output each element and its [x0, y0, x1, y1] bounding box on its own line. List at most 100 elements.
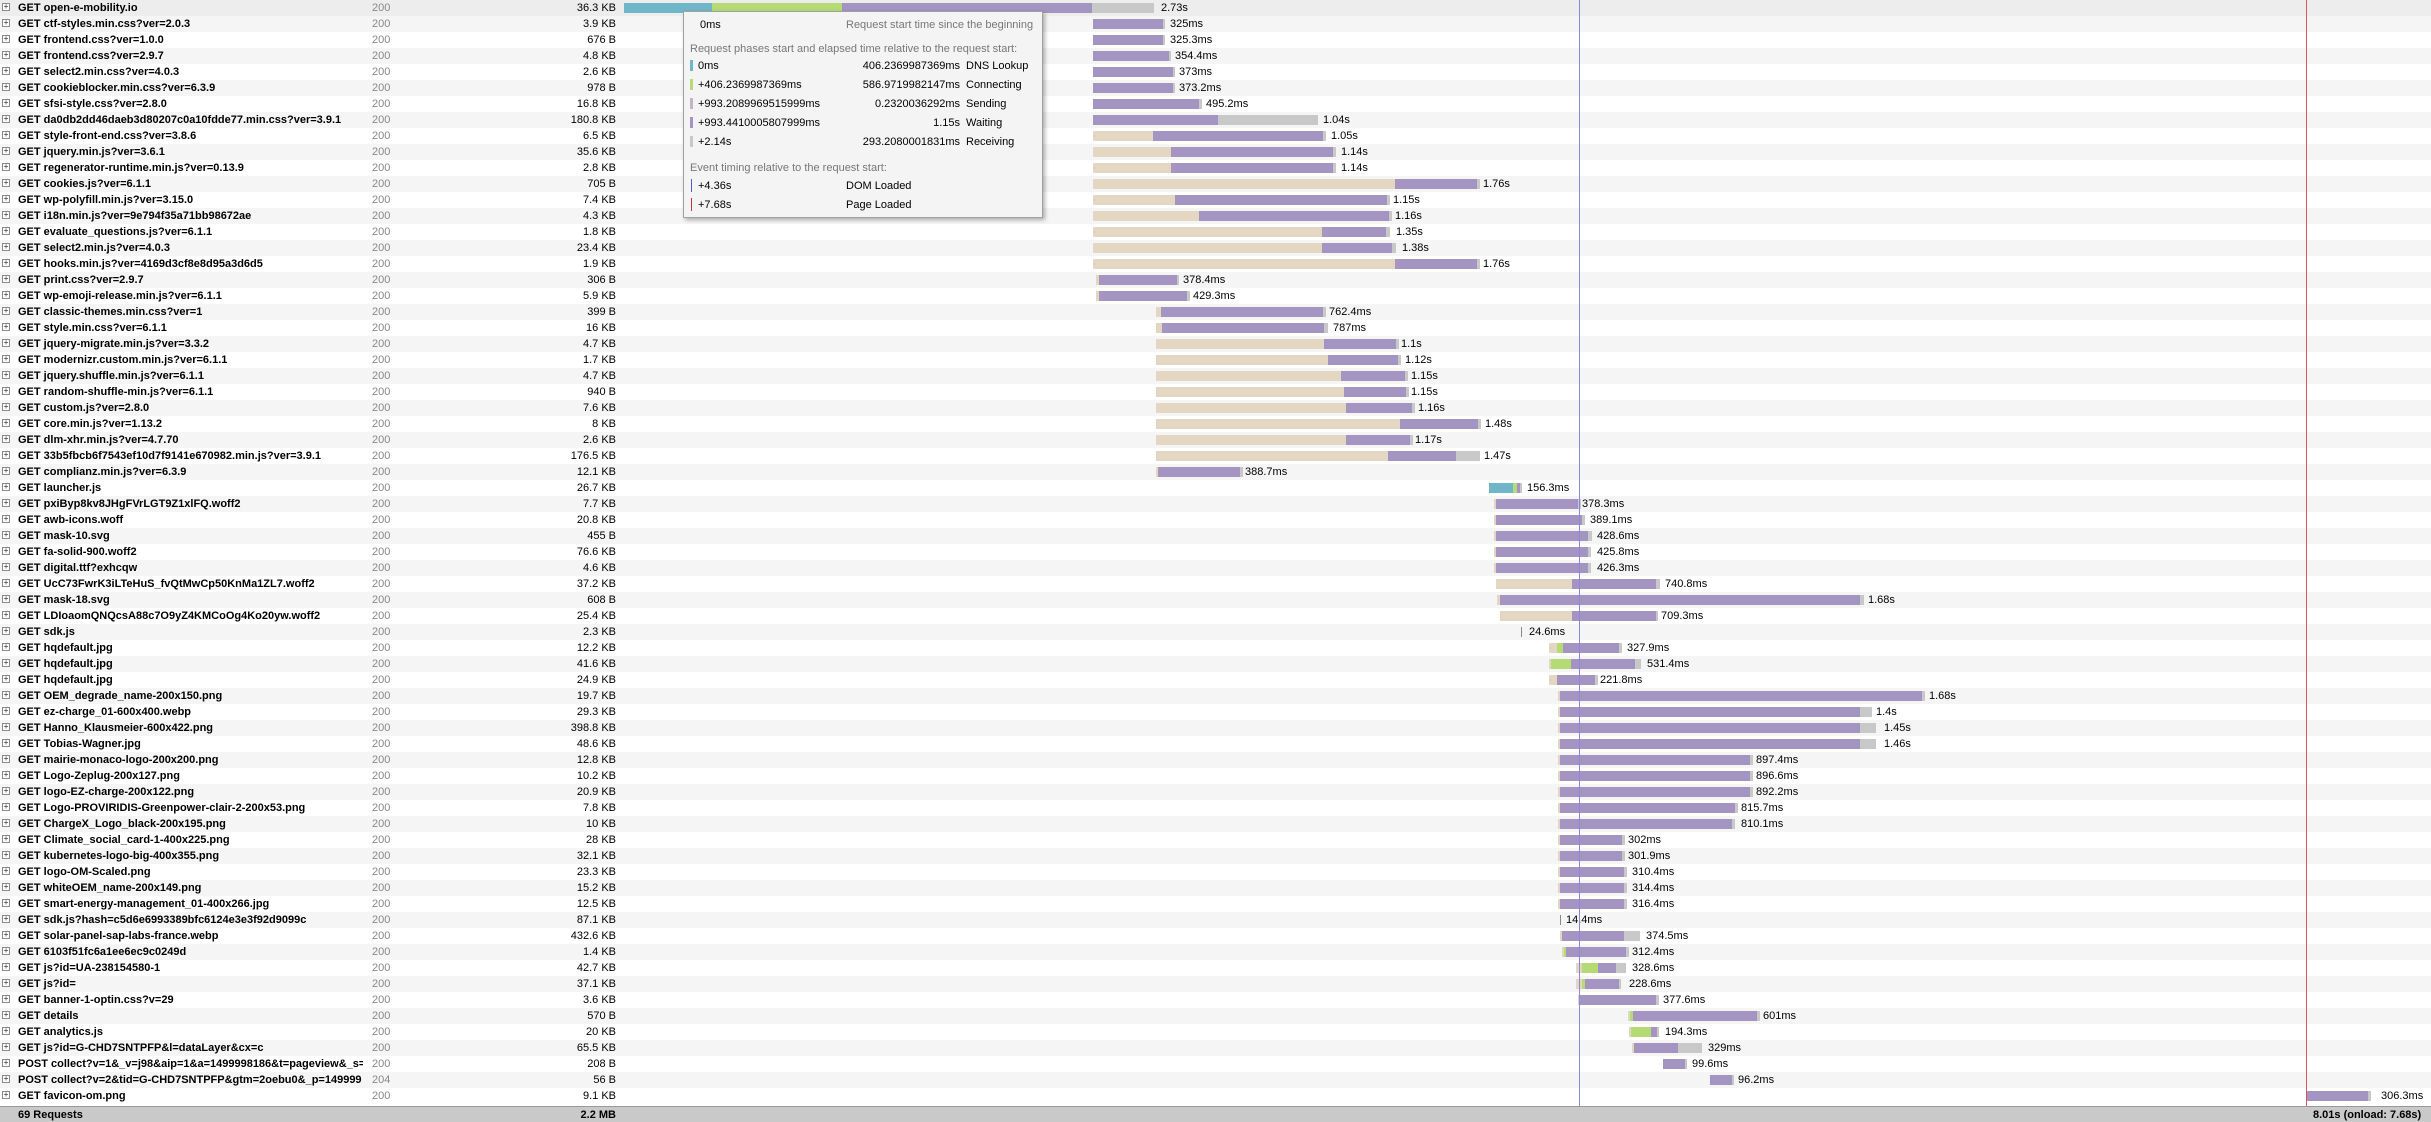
request-url[interactable]: GET launcher.js: [18, 482, 102, 494]
request-row[interactable]: + GET regenerator-runtime.min.js?ver=0.13…: [0, 160, 2431, 176]
expand-icon[interactable]: +: [2, 658, 10, 667]
request-url[interactable]: GET modernizr.custom.min.js?ver=6.1.1: [18, 354, 228, 366]
request-row[interactable]: + GET js?id=UA-238154580-1 200 42.7 KB 328.6…: [0, 960, 2431, 976]
expand-icon[interactable]: +: [2, 642, 10, 651]
request-url[interactable]: GET classic-themes.min.css?ver=1: [18, 306, 203, 318]
request-row[interactable]: + GET banner-1-optin.css?v=29 200 3.6 KB 377…: [0, 992, 2431, 1008]
request-url[interactable]: GET smart-energy-management_01-400x266.j…: [18, 898, 270, 910]
request-url[interactable]: GET Tobias-Wagner.jpg: [18, 738, 141, 750]
request-row[interactable]: + GET logo-OM-Scaled.png 200 23.3 KB 310.4ms: [0, 864, 2431, 880]
request-row[interactable]: + GET wp-polyfill.min.js?ver=3.15.0 200 7.4…: [0, 192, 2431, 208]
request-row[interactable]: + GET solar-panel-sap-labs-france.webp 200…: [0, 928, 2431, 944]
expand-icon[interactable]: +: [2, 530, 10, 539]
request-row[interactable]: + GET analytics.js 200 20 KB 194.3ms: [0, 1024, 2431, 1040]
request-url[interactable]: GET pxiByp8kv8JHgFVrLGT9Z1xlFQ.woff2: [18, 498, 241, 510]
expand-icon[interactable]: +: [2, 370, 10, 379]
expand-icon[interactable]: +: [2, 898, 10, 907]
expand-icon[interactable]: +: [2, 50, 10, 59]
request-row[interactable]: + GET hqdefault.jpg 200 12.2 KB 327.9ms: [0, 640, 2431, 656]
request-url[interactable]: POST collect?v=1&_v=j98&aip=1&a=14999981…: [18, 1058, 363, 1070]
expand-icon[interactable]: +: [2, 66, 10, 75]
expand-icon[interactable]: +: [2, 562, 10, 571]
expand-icon[interactable]: +: [2, 466, 10, 475]
request-row[interactable]: + GET js?id= 200 37.1 KB 228.6ms: [0, 976, 2431, 992]
request-url[interactable]: GET ctf-styles.min.css?ver=2.0.3: [18, 18, 191, 30]
request-url[interactable]: GET complianz.min.js?ver=6.3.9: [18, 466, 187, 478]
request-row[interactable]: + GET awb-icons.woff 200 20.8 KB 389.1ms: [0, 512, 2431, 528]
request-row[interactable]: + GET 6103f51fc6a1ee6ec9c0249d 200 1.4 KB 31…: [0, 944, 2431, 960]
request-row[interactable]: + GET hqdefault.jpg 200 41.6 KB 531.4ms: [0, 656, 2431, 672]
request-url[interactable]: GET wp-polyfill.min.js?ver=3.15.0: [18, 194, 194, 206]
expand-icon[interactable]: +: [2, 130, 10, 139]
request-url[interactable]: GET core.min.js?ver=1.13.2: [18, 418, 162, 430]
request-row[interactable]: + GET smart-energy-management_01-400x266.…: [0, 896, 2431, 912]
request-url[interactable]: GET cookieblocker.min.css?ver=6.3.9: [18, 82, 216, 94]
request-url[interactable]: GET frontend.css?ver=1.0.0: [18, 34, 164, 46]
request-row[interactable]: + GET print.css?ver=2.9.7 200 306 B 378.4ms: [0, 272, 2431, 288]
expand-icon[interactable]: +: [2, 770, 10, 779]
request-url[interactable]: GET select2.min.js?ver=4.0.3: [18, 242, 170, 254]
request-row[interactable]: + GET jquery-migrate.min.js?ver=3.3.2 200 4…: [0, 336, 2431, 352]
expand-icon[interactable]: +: [2, 306, 10, 315]
request-url[interactable]: GET logo-EZ-charge-200x122.png: [18, 786, 195, 798]
expand-icon[interactable]: +: [2, 674, 10, 683]
expand-icon[interactable]: +: [2, 722, 10, 731]
request-url[interactable]: GET logo-OM-Scaled.png: [18, 866, 151, 878]
request-url[interactable]: GET sfsi-style.css?ver=2.8.0: [18, 98, 167, 110]
expand-icon[interactable]: +: [2, 386, 10, 395]
expand-icon[interactable]: +: [2, 98, 10, 107]
request-url[interactable]: GET open-e-mobility.io: [18, 2, 138, 14]
expand-icon[interactable]: +: [2, 274, 10, 283]
request-row[interactable]: + POST collect?v=2&tid=G-CHD7SNTPFP&gtm=2…: [0, 1072, 2431, 1088]
expand-icon[interactable]: +: [2, 514, 10, 523]
request-row[interactable]: + GET fa-solid-900.woff2 200 76.6 KB 425.8ms: [0, 544, 2431, 560]
request-url[interactable]: GET i18n.min.js?ver=9e794f35a71bb98672ae: [18, 210, 252, 222]
expand-icon[interactable]: +: [2, 914, 10, 923]
request-row[interactable]: + GET favicon-om.png 200 9.1 KB 306.3ms: [0, 1088, 2431, 1104]
expand-icon[interactable]: +: [2, 578, 10, 587]
expand-icon[interactable]: +: [2, 1058, 10, 1067]
request-row[interactable]: + GET sdk.js 200 2.3 KB 24.6ms: [0, 624, 2431, 640]
request-url[interactable]: GET analytics.js: [18, 1026, 103, 1038]
request-row[interactable]: + GET cookies.js?ver=6.1.1 200 705 B 1.76s: [0, 176, 2431, 192]
request-row[interactable]: + GET hooks.min.js?ver=4169d3cf8e8d95a3d6…: [0, 256, 2431, 272]
request-url[interactable]: GET jquery-migrate.min.js?ver=3.3.2: [18, 338, 210, 350]
request-row[interactable]: + GET Logo-PROVIRIDIS-Greenpower-clair-2-…: [0, 800, 2431, 816]
request-url[interactable]: GET style.min.css?ver=6.1.1: [18, 322, 167, 334]
request-row[interactable]: + GET details 200 570 B 601ms: [0, 1008, 2431, 1024]
request-row[interactable]: + GET cookieblocker.min.css?ver=6.3.9 200 9…: [0, 80, 2431, 96]
request-url[interactable]: GET kubernetes-logo-big-400x355.png: [18, 850, 220, 862]
expand-icon[interactable]: +: [2, 626, 10, 635]
request-row[interactable]: + GET da0db2dd46daeb3d80207c0a10fdde77.mi…: [0, 112, 2431, 128]
expand-icon[interactable]: +: [2, 930, 10, 939]
request-row[interactable]: + GET core.min.js?ver=1.13.2 200 8 KB 1.48s: [0, 416, 2431, 432]
request-row[interactable]: + GET mask-10.svg 200 455 B 428.6ms: [0, 528, 2431, 544]
expand-icon[interactable]: +: [2, 706, 10, 715]
request-url[interactable]: GET mask-18.svg: [18, 594, 110, 606]
expand-icon[interactable]: +: [2, 114, 10, 123]
request-url[interactable]: GET banner-1-optin.css?v=29: [18, 994, 174, 1006]
request-row[interactable]: + POST collect?v=1&_v=j98&aip=1&a=1499998…: [0, 1056, 2431, 1072]
expand-icon[interactable]: +: [2, 1026, 10, 1035]
request-url[interactable]: GET hooks.min.js?ver=4169d3cf8e8d95a3d6d…: [18, 258, 263, 270]
expand-icon[interactable]: +: [2, 690, 10, 699]
request-url[interactable]: GET random-shuffle-min.js?ver=6.1.1: [18, 386, 214, 398]
expand-icon[interactable]: +: [2, 450, 10, 459]
request-row[interactable]: + GET jquery.min.js?ver=3.6.1 200 35.6 KB 1.…: [0, 144, 2431, 160]
expand-icon[interactable]: +: [2, 738, 10, 747]
expand-icon[interactable]: +: [2, 418, 10, 427]
request-row[interactable]: + GET kubernetes-logo-big-400x355.png 200 3…: [0, 848, 2431, 864]
request-url[interactable]: GET wp-emoji-release.min.js?ver=6.1.1: [18, 290, 222, 302]
request-url[interactable]: GET awb-icons.woff: [18, 514, 124, 526]
expand-icon[interactable]: +: [2, 338, 10, 347]
request-row[interactable]: + GET i18n.min.js?ver=9e794f35a71bb98672a…: [0, 208, 2431, 224]
request-row[interactable]: + GET sfsi-style.css?ver=2.8.0 200 16.8 KB 4…: [0, 96, 2431, 112]
request-url[interactable]: GET ChargeX_Logo_black-200x195.png: [18, 818, 226, 830]
request-row[interactable]: + GET open-e-mobility.io 200 36.3 KB 2.73s: [0, 0, 2431, 16]
expand-icon[interactable]: +: [2, 546, 10, 555]
request-url[interactable]: GET details: [18, 1010, 79, 1022]
expand-icon[interactable]: +: [2, 802, 10, 811]
request-row[interactable]: + GET style.min.css?ver=6.1.1 200 16 KB 787m…: [0, 320, 2431, 336]
request-url[interactable]: GET evaluate_questions.js?ver=6.1.1: [18, 226, 213, 238]
request-url[interactable]: GET UcC73FwrK3iLTeHuS_fvQtMwCp50KnMa1ZL7…: [18, 578, 315, 590]
